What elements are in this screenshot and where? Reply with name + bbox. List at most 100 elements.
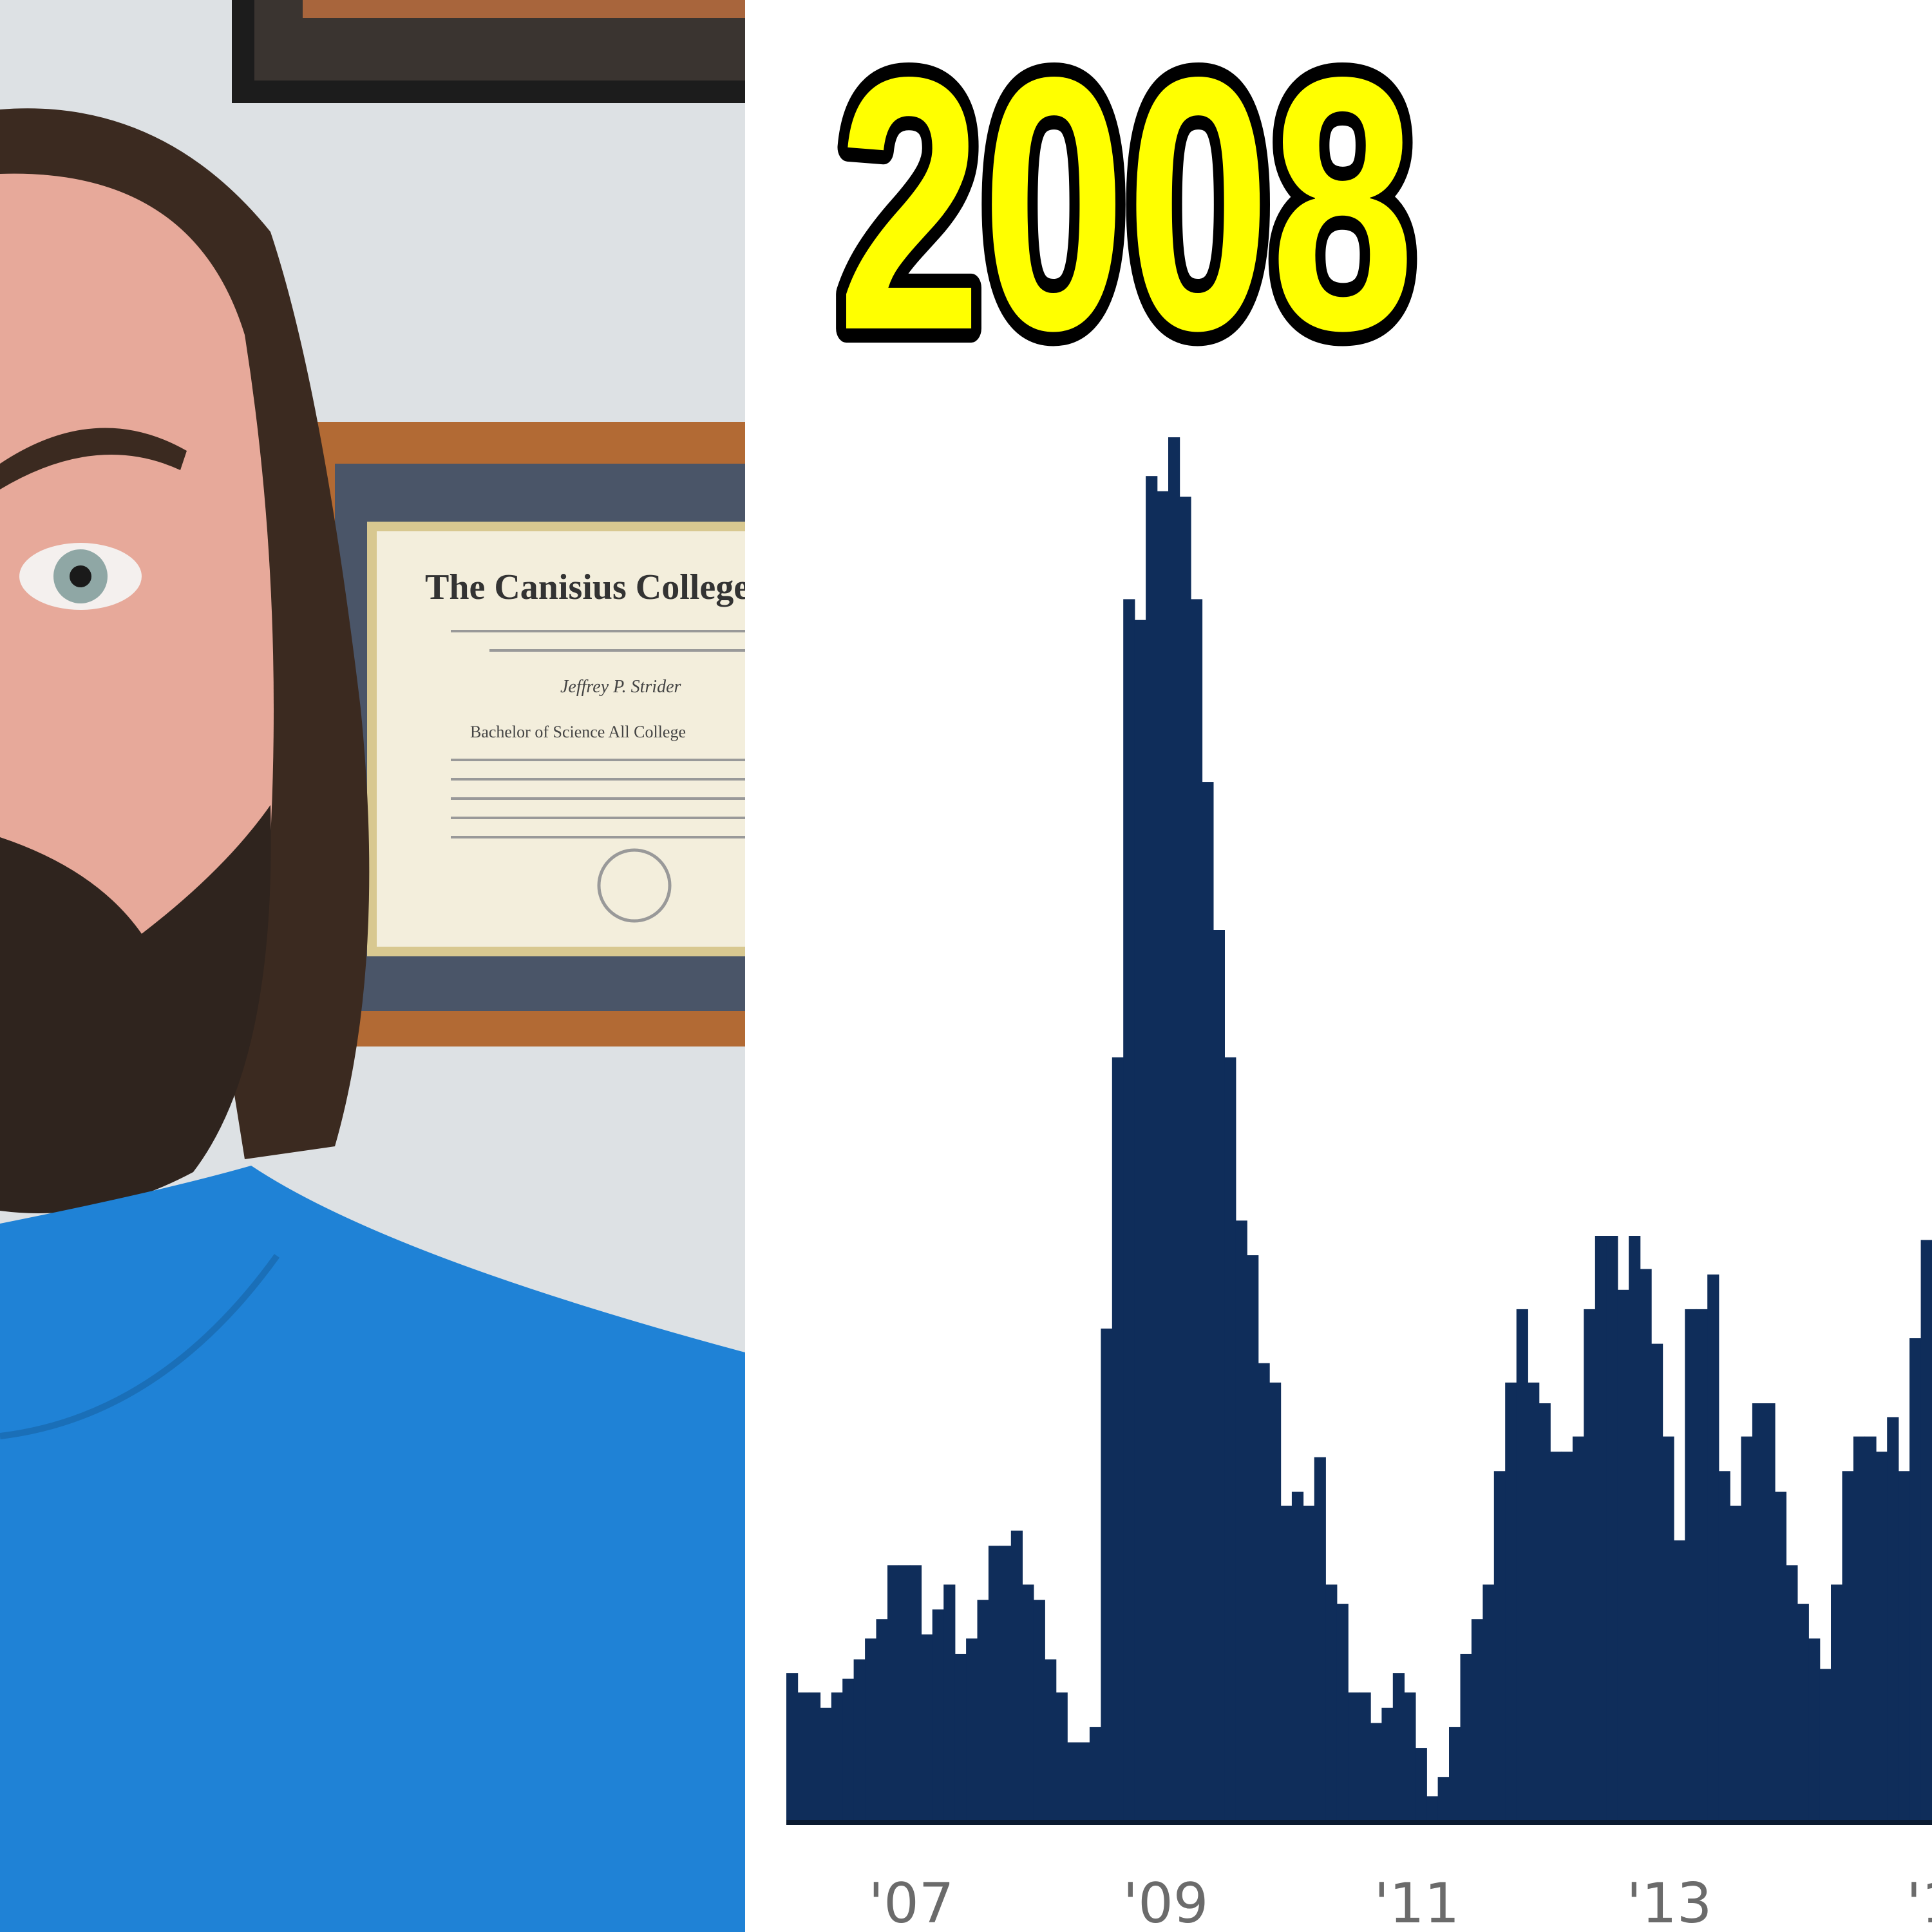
- bar: [1359, 1692, 1371, 1821]
- x-tick-label: '13: [1626, 1871, 1712, 1932]
- bar: [820, 1707, 832, 1821]
- bar: [887, 1565, 900, 1821]
- bar: [909, 1565, 922, 1821]
- bar: [1437, 1777, 1450, 1821]
- bar: [876, 1619, 888, 1821]
- beard: [0, 805, 271, 1213]
- bar: [1741, 1436, 1753, 1821]
- presenter-photo: The Canisius College of Jeffrey P. Strid…: [0, 0, 745, 1932]
- bar: [1763, 1403, 1776, 1821]
- bar: [1786, 1565, 1798, 1821]
- bar: [1235, 1220, 1247, 1821]
- bar: [842, 1678, 855, 1821]
- bar: [1505, 1382, 1517, 1821]
- bar: [1123, 599, 1135, 1821]
- bar: [932, 1609, 944, 1821]
- bar: [1449, 1727, 1461, 1821]
- bar: [1415, 1748, 1427, 1821]
- bar: [808, 1692, 821, 1821]
- bar: [999, 1546, 1012, 1821]
- bar: [1572, 1436, 1585, 1821]
- bar: [1258, 1363, 1270, 1821]
- bar: [1314, 1457, 1326, 1821]
- bar: [1325, 1584, 1338, 1821]
- bar: [1561, 1452, 1573, 1821]
- bar: [1381, 1707, 1394, 1821]
- bar: [966, 1638, 978, 1821]
- bar: [1168, 437, 1180, 1821]
- top-frame: [232, 0, 745, 103]
- bar: [1493, 1471, 1506, 1821]
- bar: [1269, 1382, 1282, 1821]
- bar: [977, 1600, 989, 1821]
- bar: [1797, 1604, 1809, 1821]
- diploma-frame: The Canisius College of Jeffrey P. Strid…: [316, 422, 745, 1046]
- bar: [921, 1634, 933, 1821]
- bar: [1045, 1659, 1057, 1821]
- bar: [1247, 1255, 1259, 1821]
- bar: [1392, 1673, 1405, 1821]
- bar: [1696, 1309, 1708, 1821]
- bar: [865, 1638, 877, 1821]
- bar: [1875, 1452, 1888, 1821]
- bar: [1808, 1638, 1821, 1821]
- diploma-seal: [597, 848, 672, 923]
- bar: [1685, 1309, 1697, 1821]
- bar: [1202, 782, 1214, 1821]
- bar: [1752, 1403, 1765, 1821]
- bar: [988, 1546, 1001, 1821]
- bar: [1471, 1619, 1484, 1821]
- bar: [1864, 1436, 1877, 1821]
- bar: [1887, 1417, 1899, 1821]
- bar: [1595, 1236, 1607, 1821]
- bar: [1550, 1452, 1562, 1821]
- x-tick-label: '11: [1374, 1871, 1459, 1932]
- x-tick-label: '07: [868, 1871, 954, 1932]
- bar: [1617, 1289, 1629, 1821]
- bar: [1179, 497, 1191, 1822]
- bar: [1853, 1436, 1866, 1821]
- bar: [1718, 1471, 1730, 1821]
- bar: [1629, 1236, 1641, 1821]
- bar: [1651, 1343, 1663, 1821]
- bar: [1010, 1530, 1023, 1821]
- bar: [1078, 1742, 1090, 1821]
- bar: [1539, 1403, 1551, 1821]
- x-tick-label: '09: [1122, 1871, 1208, 1932]
- x-tick-label: '1: [1906, 1871, 1932, 1932]
- bar: [1146, 476, 1158, 1822]
- bar: [1730, 1506, 1742, 1821]
- bar: [1280, 1506, 1293, 1821]
- bar: [1482, 1584, 1495, 1821]
- bar: [1056, 1692, 1068, 1821]
- diploma-name: Jeffrey P. Strider: [560, 677, 681, 697]
- bar: [1909, 1338, 1922, 1821]
- bar: [786, 1673, 799, 1821]
- bar: [1819, 1669, 1832, 1821]
- bar: [1516, 1309, 1528, 1821]
- bar: [1224, 1057, 1236, 1821]
- bar: [1303, 1506, 1315, 1821]
- bar: [831, 1692, 843, 1821]
- bar: [1920, 1240, 1932, 1821]
- bar: [1067, 1742, 1079, 1821]
- chart-title: 2008: [837, 3, 1415, 405]
- bar: [1336, 1604, 1349, 1821]
- bar: [1112, 1057, 1124, 1821]
- bar: [1662, 1436, 1674, 1821]
- bar: [1033, 1600, 1045, 1821]
- bar: [1831, 1584, 1843, 1821]
- bar: [1348, 1692, 1360, 1821]
- eyebrow: [0, 428, 187, 489]
- bar: [853, 1659, 866, 1821]
- bar: [954, 1654, 967, 1821]
- bar: [1426, 1796, 1439, 1821]
- bar: [1774, 1492, 1786, 1821]
- bar: [1673, 1540, 1686, 1821]
- bar: [1460, 1654, 1472, 1821]
- bar: [1528, 1382, 1540, 1821]
- bar: [1213, 930, 1225, 1821]
- diploma-heading: The Canisius College of: [425, 567, 745, 607]
- bar: [1291, 1492, 1304, 1821]
- bar: [1157, 491, 1169, 1821]
